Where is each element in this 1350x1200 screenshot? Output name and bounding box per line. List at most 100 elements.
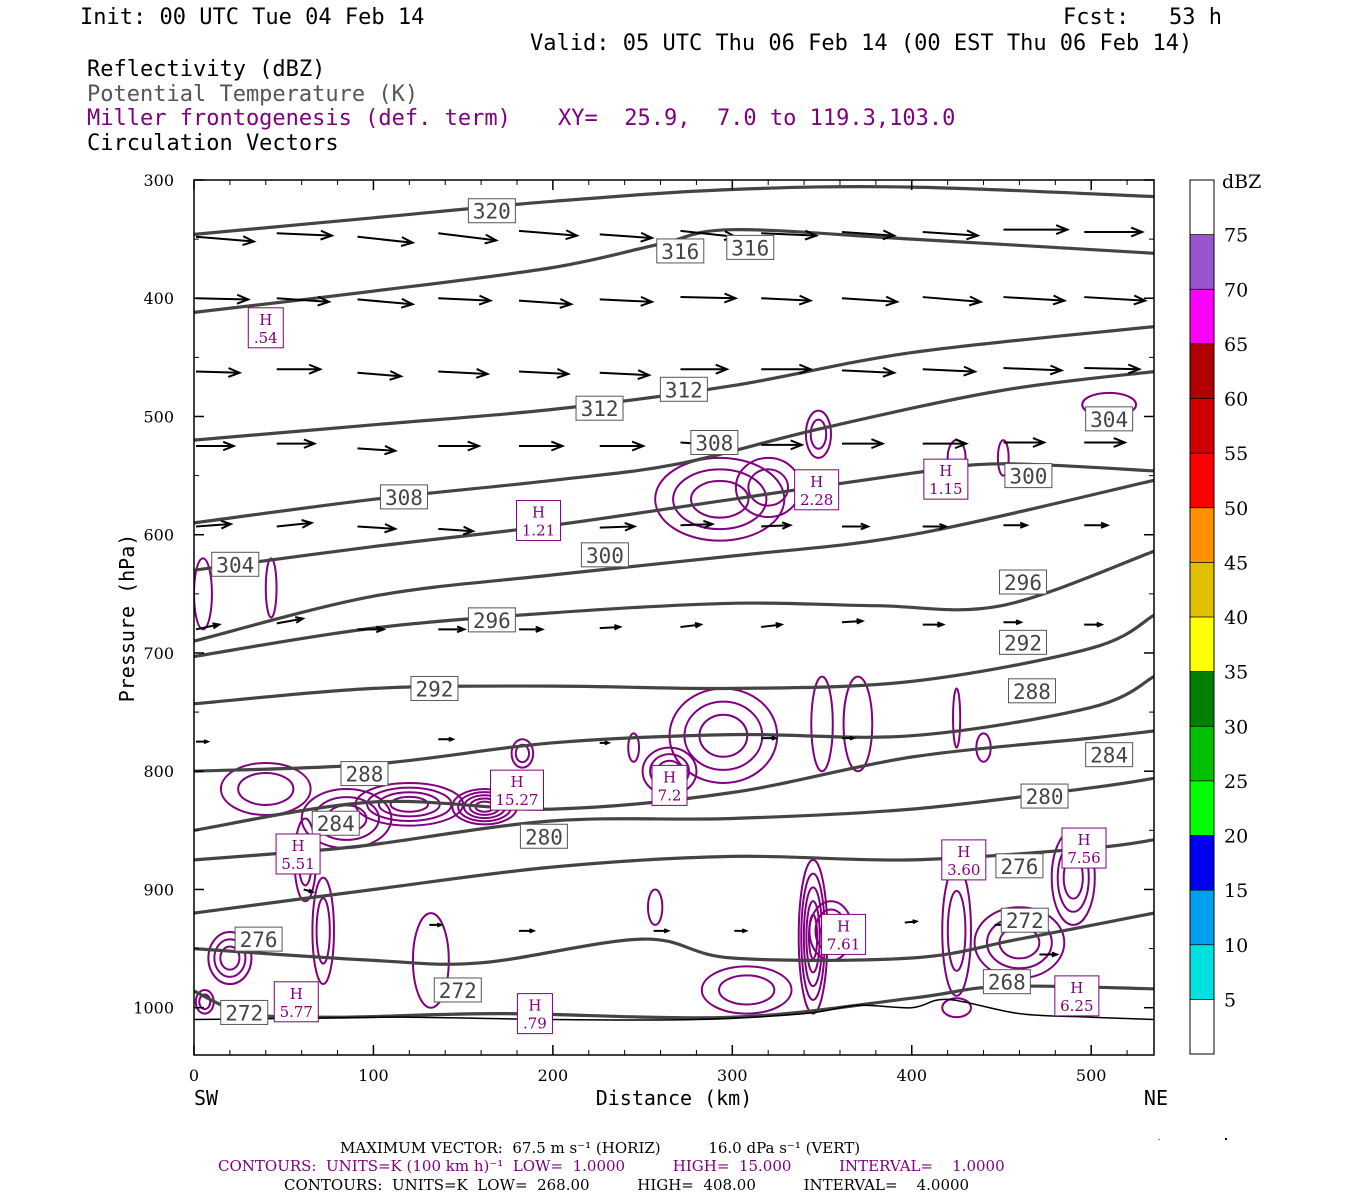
theta-label: 296 <box>473 609 511 633</box>
field-theta: Potential Temperature (K) <box>87 82 419 107</box>
circulation-vector <box>195 519 234 530</box>
circulation-vector <box>196 440 237 452</box>
fronto-max-h: H <box>837 917 850 935</box>
circulation-vector <box>841 618 865 625</box>
colorbar-segment <box>1190 289 1214 344</box>
circulation-vector <box>438 294 494 306</box>
frontogenesis-contour <box>804 409 833 459</box>
circulation-vector <box>680 519 716 529</box>
circulation-vector <box>922 522 949 530</box>
theta-label: 276 <box>240 928 278 952</box>
footer-max-vector: MAXIMUM VECTOR: 67.5 m s⁻¹ (HORIZ) 16.0 … <box>340 1139 861 1157</box>
x-end-label-sw: SW <box>194 1086 219 1110</box>
circulation-vector <box>1003 521 1030 529</box>
theta-contour-312 <box>194 325 1154 442</box>
circulation-vector <box>761 622 785 629</box>
colorbar-level: 30 <box>1224 716 1248 738</box>
frontogenesis-contour <box>946 889 967 972</box>
valid-time: Valid: 05 UTC Thu 06 Feb 14 (00 EST Thu … <box>530 31 1193 56</box>
colorbar-unit: dBZ <box>1222 171 1261 193</box>
theta-label: 272 <box>1006 909 1044 933</box>
circulation-vector <box>680 363 730 375</box>
circulation-vector <box>276 229 335 241</box>
x-tick-label: 500 <box>1076 1066 1107 1085</box>
fronto-max-h: H <box>1070 979 1083 997</box>
frontogenesis-contour <box>747 468 790 507</box>
circulation-vector <box>357 235 416 247</box>
theta-label: 308 <box>695 432 733 456</box>
footer-theta-contours: CONTOURS: UNITS=K LOW= 268.00 HIGH= 408.… <box>284 1176 970 1194</box>
theta-label: 300 <box>1009 465 1047 489</box>
footer-fronto-contours: CONTOURS: UNITS=K (100 km h)⁻¹ LOW= 1.00… <box>218 1157 1005 1175</box>
colorbar-level: 10 <box>1224 935 1248 957</box>
frontogenesis-contour <box>672 468 768 531</box>
theta-label-box <box>1000 907 1049 933</box>
theta-label-box <box>410 675 459 701</box>
circulation-vector <box>438 525 476 536</box>
theta-label-box <box>467 607 516 633</box>
circulation-vector <box>438 368 491 379</box>
colorbar-level: 5 <box>1224 989 1236 1011</box>
theta-contour-308 <box>194 370 1154 525</box>
x-end-label-ne: NE <box>1144 1086 1168 1110</box>
y-tick-label: 900 <box>143 880 174 899</box>
fronto-max-value: .79 <box>523 1015 547 1033</box>
theta-label-box <box>211 551 260 577</box>
circulation-vector <box>761 363 814 375</box>
theta-contour-320 <box>194 185 1154 236</box>
circulation-vector <box>357 523 398 534</box>
theta-label: 280 <box>1026 785 1064 809</box>
theta-label-box <box>433 977 482 1003</box>
fronto-max-value: 3.60 <box>947 861 980 879</box>
theta-label-box <box>311 810 360 836</box>
theta-label-box <box>580 542 629 568</box>
circulation-vector <box>357 370 404 381</box>
theta-label-box <box>995 853 1044 879</box>
circulation-vector <box>1003 619 1024 626</box>
frontogenesis-contour <box>264 557 278 619</box>
fronto-max-box <box>821 913 867 955</box>
fronto-max-h: H <box>1077 831 1090 849</box>
frontogenesis-contour <box>690 479 750 519</box>
circulation-vector <box>653 928 671 934</box>
circulation-vector <box>599 295 655 307</box>
circulation-vector <box>518 229 580 241</box>
fronto-max-value: 5.51 <box>281 855 314 873</box>
theta-label: 296 <box>1004 571 1042 595</box>
colorbar-level: 40 <box>1224 607 1248 629</box>
theta-label-box <box>1085 742 1134 768</box>
fronto-max-value: 2.28 <box>800 491 833 509</box>
circulation-vector <box>276 519 315 529</box>
colorbar-segment <box>1190 999 1214 1054</box>
colorbar-level: 60 <box>1224 389 1248 411</box>
frontogenesis-contour <box>810 675 834 773</box>
theta-label: 288 <box>1013 680 1051 704</box>
circulation-vector <box>276 616 306 625</box>
circulation-vector <box>1084 294 1148 306</box>
fronto-max-value: 7.2 <box>658 786 682 804</box>
circulation-vector <box>518 440 566 452</box>
circulation-vector <box>761 735 779 741</box>
circulation-vector <box>1003 364 1065 376</box>
fronto-max-h: H <box>528 997 541 1015</box>
frontogenesis-contour <box>646 888 664 926</box>
colorbar-segment <box>1190 617 1214 672</box>
frontogenesis-contour <box>809 418 828 450</box>
fronto-max-box <box>273 981 319 1023</box>
frontogenesis-contour <box>207 931 253 986</box>
fronto-max-box <box>275 833 321 875</box>
circulation-vector <box>599 624 623 631</box>
colorbar-segment <box>1190 398 1214 454</box>
colorbar-segment <box>1190 671 1214 727</box>
frontogenesis-contour <box>377 791 441 818</box>
theta-label: 284 <box>1090 744 1128 768</box>
frontogenesis-contour <box>389 795 430 813</box>
theta-label-box <box>1020 783 1069 809</box>
fronto-max-h: H <box>259 311 272 329</box>
theta-contour-276 <box>194 838 1154 915</box>
circulation-vector <box>195 293 251 305</box>
theta-label-box <box>379 484 428 510</box>
y-tick-label: 700 <box>143 644 174 663</box>
theta-label-box <box>467 198 516 224</box>
